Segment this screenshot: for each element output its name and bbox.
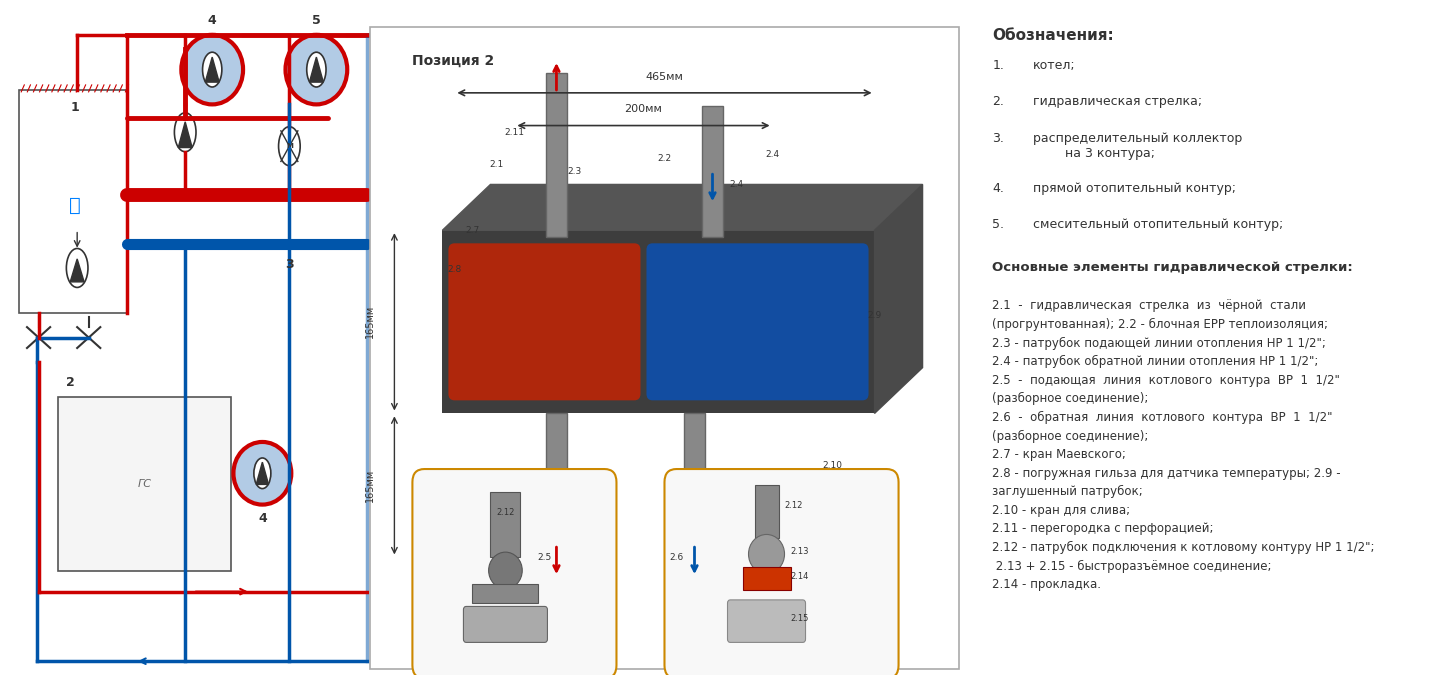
Text: 2.4: 2.4 xyxy=(729,180,743,189)
Text: смесительный отопительный контур;: смесительный отопительный контур; xyxy=(1033,218,1283,231)
Text: 4: 4 xyxy=(259,512,267,525)
Text: ГС: ГС xyxy=(137,479,151,489)
Text: 2.12: 2.12 xyxy=(785,501,803,510)
Text: 5: 5 xyxy=(312,15,320,27)
FancyBboxPatch shape xyxy=(727,600,806,642)
Polygon shape xyxy=(443,184,923,230)
Text: 🔥: 🔥 xyxy=(70,196,81,215)
Text: 3.: 3. xyxy=(992,132,1005,145)
Text: 2.4: 2.4 xyxy=(766,150,780,159)
Text: 2.9: 2.9 xyxy=(867,311,882,319)
Text: распределительный коллектор
        на 3 контура;: распределительный коллектор на 3 контура… xyxy=(1033,132,1242,159)
Text: 2.11: 2.11 xyxy=(504,127,524,136)
FancyBboxPatch shape xyxy=(59,397,231,571)
Text: 2.1  -  гидравлическая  стрелка  из  чёрной  стали
(прогрунтованная); 2.2 - блоч: 2.1 - гидравлическая стрелка из чёрной с… xyxy=(992,299,1375,591)
Text: 2.10: 2.10 xyxy=(823,461,843,470)
Circle shape xyxy=(307,52,326,87)
Text: 2.3: 2.3 xyxy=(567,167,582,176)
Text: Обозначения:: Обозначения: xyxy=(992,28,1115,43)
Polygon shape xyxy=(206,57,219,82)
Text: 4.: 4. xyxy=(992,182,1005,195)
Text: 165мм: 165мм xyxy=(366,306,376,338)
Text: 2.7: 2.7 xyxy=(466,226,480,235)
FancyBboxPatch shape xyxy=(664,469,899,679)
FancyBboxPatch shape xyxy=(702,106,723,237)
FancyBboxPatch shape xyxy=(755,485,779,538)
FancyBboxPatch shape xyxy=(546,73,567,237)
Text: 2.6: 2.6 xyxy=(669,553,683,562)
Polygon shape xyxy=(70,259,84,282)
Text: 2: 2 xyxy=(66,377,74,389)
FancyBboxPatch shape xyxy=(490,492,520,557)
Circle shape xyxy=(66,248,89,287)
FancyBboxPatch shape xyxy=(546,413,567,557)
FancyBboxPatch shape xyxy=(683,413,706,557)
FancyBboxPatch shape xyxy=(646,244,869,400)
Ellipse shape xyxy=(286,35,347,104)
FancyBboxPatch shape xyxy=(463,606,547,642)
Text: M: M xyxy=(286,143,293,149)
Text: Позиция 2: Позиция 2 xyxy=(413,54,494,68)
Text: 2.2: 2.2 xyxy=(657,154,672,163)
Text: 2.5: 2.5 xyxy=(537,553,552,562)
Circle shape xyxy=(254,458,272,489)
FancyBboxPatch shape xyxy=(370,27,959,669)
FancyBboxPatch shape xyxy=(20,90,127,313)
Circle shape xyxy=(203,52,221,87)
Text: гидравлическая стрелка;: гидравлическая стрелка; xyxy=(1033,95,1202,109)
Text: 4: 4 xyxy=(207,15,217,27)
Text: 2.13: 2.13 xyxy=(790,547,809,556)
Text: 1.: 1. xyxy=(992,59,1005,72)
Polygon shape xyxy=(179,122,191,148)
Ellipse shape xyxy=(181,35,243,104)
FancyBboxPatch shape xyxy=(413,469,616,679)
FancyBboxPatch shape xyxy=(449,244,640,400)
Polygon shape xyxy=(256,462,269,484)
FancyBboxPatch shape xyxy=(473,583,539,603)
Text: 5.: 5. xyxy=(992,218,1005,231)
Text: прямой отопительный контур;: прямой отопительный контур; xyxy=(1033,182,1236,195)
Text: 3: 3 xyxy=(284,258,294,271)
Text: 200мм: 200мм xyxy=(624,104,663,114)
Text: 465мм: 465мм xyxy=(646,72,683,81)
Text: 2.8: 2.8 xyxy=(447,265,462,274)
Text: 2.15: 2.15 xyxy=(790,615,809,624)
Circle shape xyxy=(279,127,300,166)
Text: 2.12: 2.12 xyxy=(496,508,514,517)
Text: 2.1: 2.1 xyxy=(489,160,503,169)
Polygon shape xyxy=(310,57,323,82)
Circle shape xyxy=(174,113,196,152)
Text: котел;: котел; xyxy=(1033,59,1076,72)
Polygon shape xyxy=(875,184,923,413)
Circle shape xyxy=(489,552,522,589)
Text: Основные элементы гидравлической стрелки:: Основные элементы гидравлической стрелки… xyxy=(992,261,1353,274)
FancyBboxPatch shape xyxy=(443,230,875,413)
FancyBboxPatch shape xyxy=(743,567,790,590)
Text: 1: 1 xyxy=(71,102,80,114)
Text: 2.14: 2.14 xyxy=(790,572,809,581)
Ellipse shape xyxy=(233,442,292,505)
Circle shape xyxy=(749,535,785,574)
Text: 165мм: 165мм xyxy=(366,469,376,502)
Text: 2.: 2. xyxy=(992,95,1005,109)
